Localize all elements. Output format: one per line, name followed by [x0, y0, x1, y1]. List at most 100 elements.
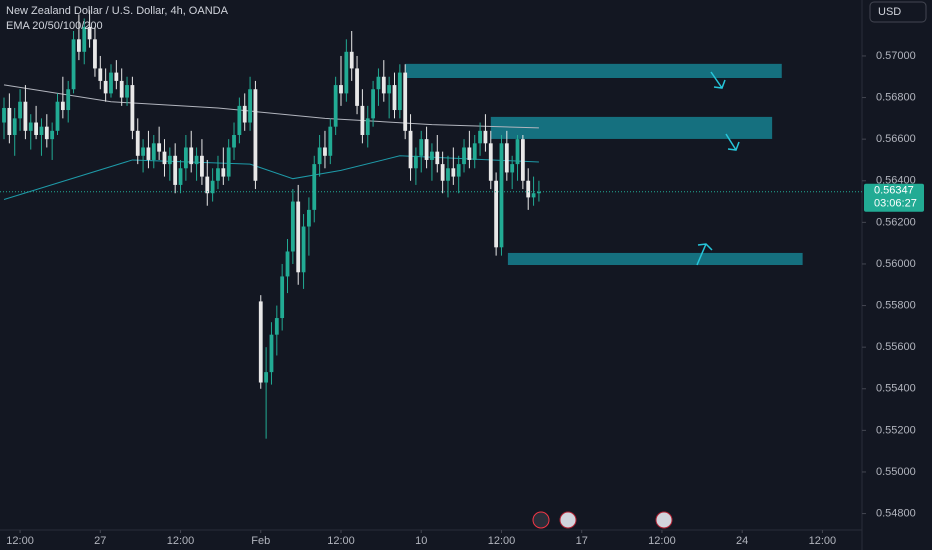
candle-body — [397, 72, 402, 111]
candle-body — [34, 122, 39, 135]
candle-body — [349, 51, 354, 69]
candle-body — [103, 80, 108, 94]
y-tick-label: 0.55200 — [876, 424, 916, 436]
candle-body — [344, 51, 349, 94]
candle-body — [296, 201, 301, 273]
candle-body — [323, 147, 327, 156]
zone — [490, 116, 773, 139]
candle-body — [456, 164, 461, 177]
event-icon[interactable] — [655, 511, 673, 529]
y-tick-label: 0.56400 — [876, 175, 916, 187]
candle-body — [60, 101, 65, 111]
candle-body — [109, 72, 113, 94]
candle-body — [66, 89, 71, 111]
candle-body — [360, 105, 365, 135]
candle-body — [392, 85, 397, 111]
candle-body — [93, 39, 97, 69]
candle-body — [472, 143, 477, 160]
candle-body — [264, 372, 269, 383]
ema-line — [3, 155, 539, 200]
candle-body — [135, 130, 140, 156]
candle-body — [7, 107, 12, 135]
candle-body — [317, 147, 322, 165]
candle-body — [114, 72, 119, 81]
candle-body — [531, 193, 536, 198]
candle-body — [189, 147, 194, 165]
x-tick-label: 12:00 — [488, 535, 516, 547]
candle-body — [328, 126, 333, 156]
candle-body — [365, 118, 370, 135]
candle-body — [242, 105, 247, 123]
candle-body — [488, 143, 493, 181]
candle-body — [82, 26, 87, 52]
candle-body — [419, 139, 424, 156]
candle-body — [494, 180, 499, 248]
indicator-label: EMA 20/50/100/200 — [6, 20, 103, 32]
candle-body — [520, 139, 525, 181]
y-tick-label: 0.56200 — [876, 216, 916, 228]
candle-body — [87, 26, 92, 40]
candle-body — [290, 201, 295, 252]
candle-body — [210, 180, 215, 194]
candle-body — [307, 209, 311, 227]
x-tick-label: Feb — [251, 535, 270, 547]
chart-title: New Zealand Dollar / U.S. Dollar, 4h, OA… — [6, 5, 229, 17]
candle-body — [76, 39, 81, 52]
candle-body — [71, 39, 76, 90]
x-tick-label: 12:00 — [809, 535, 837, 547]
candle-body — [162, 151, 167, 165]
candle-body — [280, 276, 285, 319]
candle-body — [28, 122, 33, 131]
candle-body — [526, 180, 531, 198]
candle-body — [237, 105, 242, 135]
candle-body — [141, 147, 145, 156]
y-tick-label: 0.56000 — [876, 258, 916, 270]
currency-label: USD — [878, 6, 901, 18]
candle-body — [371, 89, 375, 119]
candle-body — [440, 164, 445, 181]
x-tick-label: 10 — [415, 535, 427, 547]
countdown-label: 03:06:27 — [874, 198, 917, 210]
candle-body — [44, 126, 49, 140]
candle-body — [413, 155, 418, 169]
candle-body — [451, 168, 456, 177]
event-icon[interactable] — [559, 511, 577, 529]
candle-body — [98, 68, 103, 81]
candle-body — [178, 168, 183, 185]
candle-body — [2, 107, 6, 123]
candle-body — [483, 130, 488, 144]
candle-body — [430, 151, 434, 160]
last-price-box — [864, 183, 924, 212]
candle-body — [269, 334, 274, 373]
candle-body — [333, 85, 338, 127]
candle-body — [408, 130, 413, 169]
event-icon[interactable] — [532, 511, 550, 529]
candle-body — [23, 101, 28, 131]
candle-body — [157, 143, 162, 152]
candle-body — [285, 251, 290, 277]
currency-button[interactable] — [869, 1, 927, 23]
y-tick-label: 0.56600 — [876, 133, 916, 145]
candle-body — [173, 155, 178, 185]
y-tick-label: 0.55600 — [876, 341, 916, 353]
candle-body — [462, 147, 466, 165]
candle-body — [376, 76, 381, 90]
candle-body — [248, 89, 252, 123]
candle-body — [312, 164, 317, 210]
last-price-label: 0.56347 — [874, 185, 914, 197]
x-tick-label: 24 — [736, 535, 748, 547]
candle-body — [387, 85, 392, 94]
zone — [507, 252, 803, 265]
candle-body — [232, 134, 236, 148]
arrow-up — [696, 243, 713, 266]
candle-body — [446, 168, 450, 181]
x-tick-label: 17 — [576, 535, 588, 547]
arrow-down — [710, 71, 726, 89]
candle-body — [435, 151, 440, 165]
candle-body — [130, 85, 135, 131]
candle-body — [18, 101, 22, 119]
candle-body — [537, 191, 541, 194]
